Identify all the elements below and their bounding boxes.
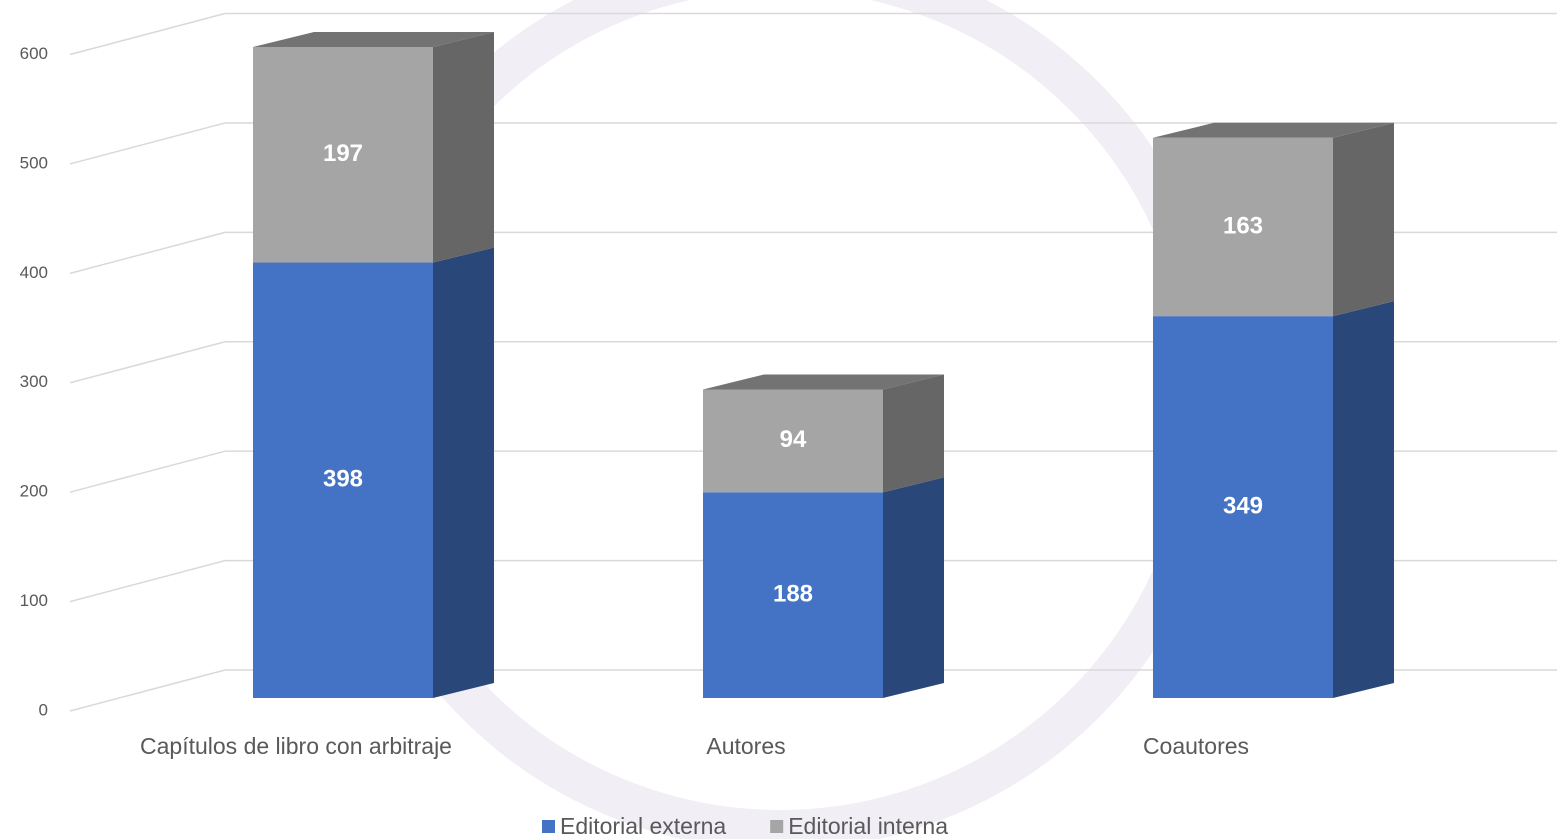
bar-front bbox=[1153, 137, 1333, 317]
grid-line bbox=[69, 669, 226, 712]
grid-line bbox=[69, 341, 226, 384]
grid-line bbox=[69, 12, 226, 56]
data-label: 163 bbox=[1223, 212, 1263, 239]
bar-segment bbox=[253, 32, 494, 263]
bar-segment bbox=[1153, 122, 1394, 317]
bar-side bbox=[1333, 301, 1394, 698]
bar-top bbox=[253, 32, 494, 47]
y-tick-label: 500 bbox=[20, 153, 48, 172]
legend-swatch bbox=[770, 820, 784, 833]
data-label: 94 bbox=[780, 426, 807, 453]
legend-label: Editorial interna bbox=[788, 813, 948, 839]
data-label: 349 bbox=[1223, 492, 1263, 519]
grid-line bbox=[69, 122, 226, 165]
bar-top bbox=[703, 374, 944, 390]
y-tick-label: 100 bbox=[20, 591, 48, 610]
bar-segment bbox=[1153, 301, 1394, 698]
bar-side bbox=[433, 32, 494, 263]
bar-front bbox=[703, 492, 883, 698]
data-label: 188 bbox=[773, 580, 813, 607]
y-tick-label: 400 bbox=[20, 263, 48, 282]
data-label: 398 bbox=[323, 466, 363, 493]
x-tick-label: Autores bbox=[706, 733, 785, 759]
bar-side bbox=[883, 477, 944, 698]
legend-swatch bbox=[542, 820, 555, 833]
grid-line bbox=[69, 559, 226, 603]
bar-front bbox=[703, 389, 883, 493]
y-tick-label: 200 bbox=[20, 482, 48, 501]
bar-side bbox=[883, 374, 944, 493]
x-tick-label: Capítulos de libro con arbitraje bbox=[140, 733, 452, 759]
y-tick-label: 300 bbox=[20, 372, 48, 391]
bar-segment bbox=[703, 477, 944, 698]
bar-segment bbox=[253, 247, 494, 698]
legend-label: Editorial externa bbox=[560, 813, 726, 839]
data-label: 197 bbox=[323, 140, 363, 167]
grid-line bbox=[69, 450, 226, 493]
bar-front bbox=[1153, 316, 1333, 698]
bar-front bbox=[253, 262, 433, 698]
bar-side bbox=[433, 247, 494, 698]
bar-segment bbox=[703, 374, 944, 493]
y-tick-label: 600 bbox=[20, 44, 48, 63]
y-tick-label: 0 bbox=[39, 700, 48, 719]
bar-front bbox=[253, 47, 433, 263]
grid-line bbox=[69, 231, 226, 275]
x-tick-label: Coautores bbox=[1143, 733, 1249, 759]
bar-side bbox=[1333, 122, 1394, 317]
bar-top bbox=[1153, 122, 1394, 138]
